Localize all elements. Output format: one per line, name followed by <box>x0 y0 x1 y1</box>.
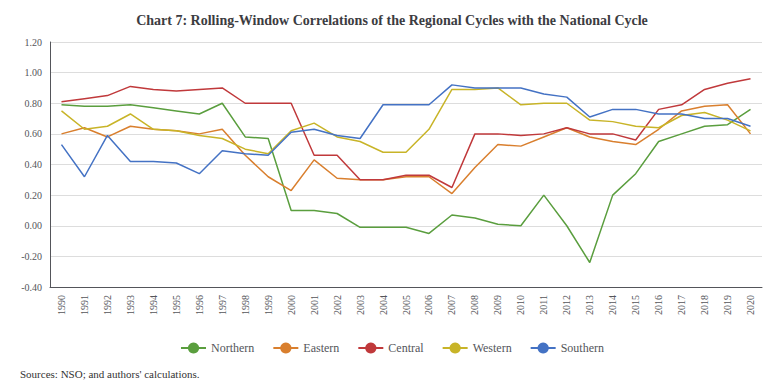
svg-text:-0.20: -0.20 <box>21 251 42 262</box>
svg-text:2002: 2002 <box>332 295 343 315</box>
svg-text:2016: 2016 <box>653 295 664 315</box>
svg-text:Eastern: Eastern <box>303 341 339 355</box>
svg-text:2013: 2013 <box>584 295 595 315</box>
svg-text:1999: 1999 <box>263 295 274 315</box>
svg-text:2018: 2018 <box>699 295 710 315</box>
svg-text:1995: 1995 <box>171 295 182 315</box>
svg-text:2007: 2007 <box>446 295 457 315</box>
svg-text:2004: 2004 <box>378 295 389 315</box>
svg-text:2020: 2020 <box>745 295 756 315</box>
svg-text:Northern: Northern <box>211 341 254 355</box>
svg-text:2006: 2006 <box>423 295 434 315</box>
svg-text:1.00: 1.00 <box>25 67 43 78</box>
svg-text:0.20: 0.20 <box>25 190 43 201</box>
svg-text:Chart 7: Rolling-Window Correl: Chart 7: Rolling-Window Correlations of … <box>136 13 648 28</box>
svg-text:1991: 1991 <box>79 295 90 315</box>
svg-text:0.80: 0.80 <box>25 98 43 109</box>
svg-text:1.20: 1.20 <box>25 37 43 48</box>
svg-text:Central: Central <box>388 341 424 355</box>
svg-text:2009: 2009 <box>492 295 503 315</box>
svg-text:-0.40: -0.40 <box>21 282 42 293</box>
svg-text:1990: 1990 <box>56 295 67 315</box>
svg-text:Sources: NSO; and authors' cal: Sources: NSO; and authors' calculations. <box>20 368 200 380</box>
svg-text:2011: 2011 <box>538 295 549 315</box>
svg-text:2010: 2010 <box>515 295 526 315</box>
svg-text:2017: 2017 <box>676 295 687 315</box>
svg-text:1998: 1998 <box>240 295 251 315</box>
svg-text:0.40: 0.40 <box>25 159 43 170</box>
svg-text:Western: Western <box>473 341 512 355</box>
svg-text:2014: 2014 <box>607 295 618 315</box>
svg-text:2019: 2019 <box>722 295 733 315</box>
svg-text:1992: 1992 <box>102 295 113 315</box>
svg-text:2001: 2001 <box>309 295 320 315</box>
svg-text:1994: 1994 <box>148 295 159 315</box>
svg-text:1993: 1993 <box>125 295 136 315</box>
svg-text:1997: 1997 <box>217 295 228 315</box>
svg-text:0.00: 0.00 <box>25 220 43 231</box>
svg-text:2012: 2012 <box>561 295 572 315</box>
svg-text:1996: 1996 <box>194 295 205 315</box>
svg-text:2000: 2000 <box>286 295 297 315</box>
svg-text:2003: 2003 <box>355 295 366 315</box>
svg-text:0.60: 0.60 <box>25 128 43 139</box>
svg-text:2008: 2008 <box>469 295 480 315</box>
svg-text:Southern: Southern <box>561 341 604 355</box>
svg-text:2015: 2015 <box>630 295 641 315</box>
svg-text:2005: 2005 <box>401 295 412 315</box>
